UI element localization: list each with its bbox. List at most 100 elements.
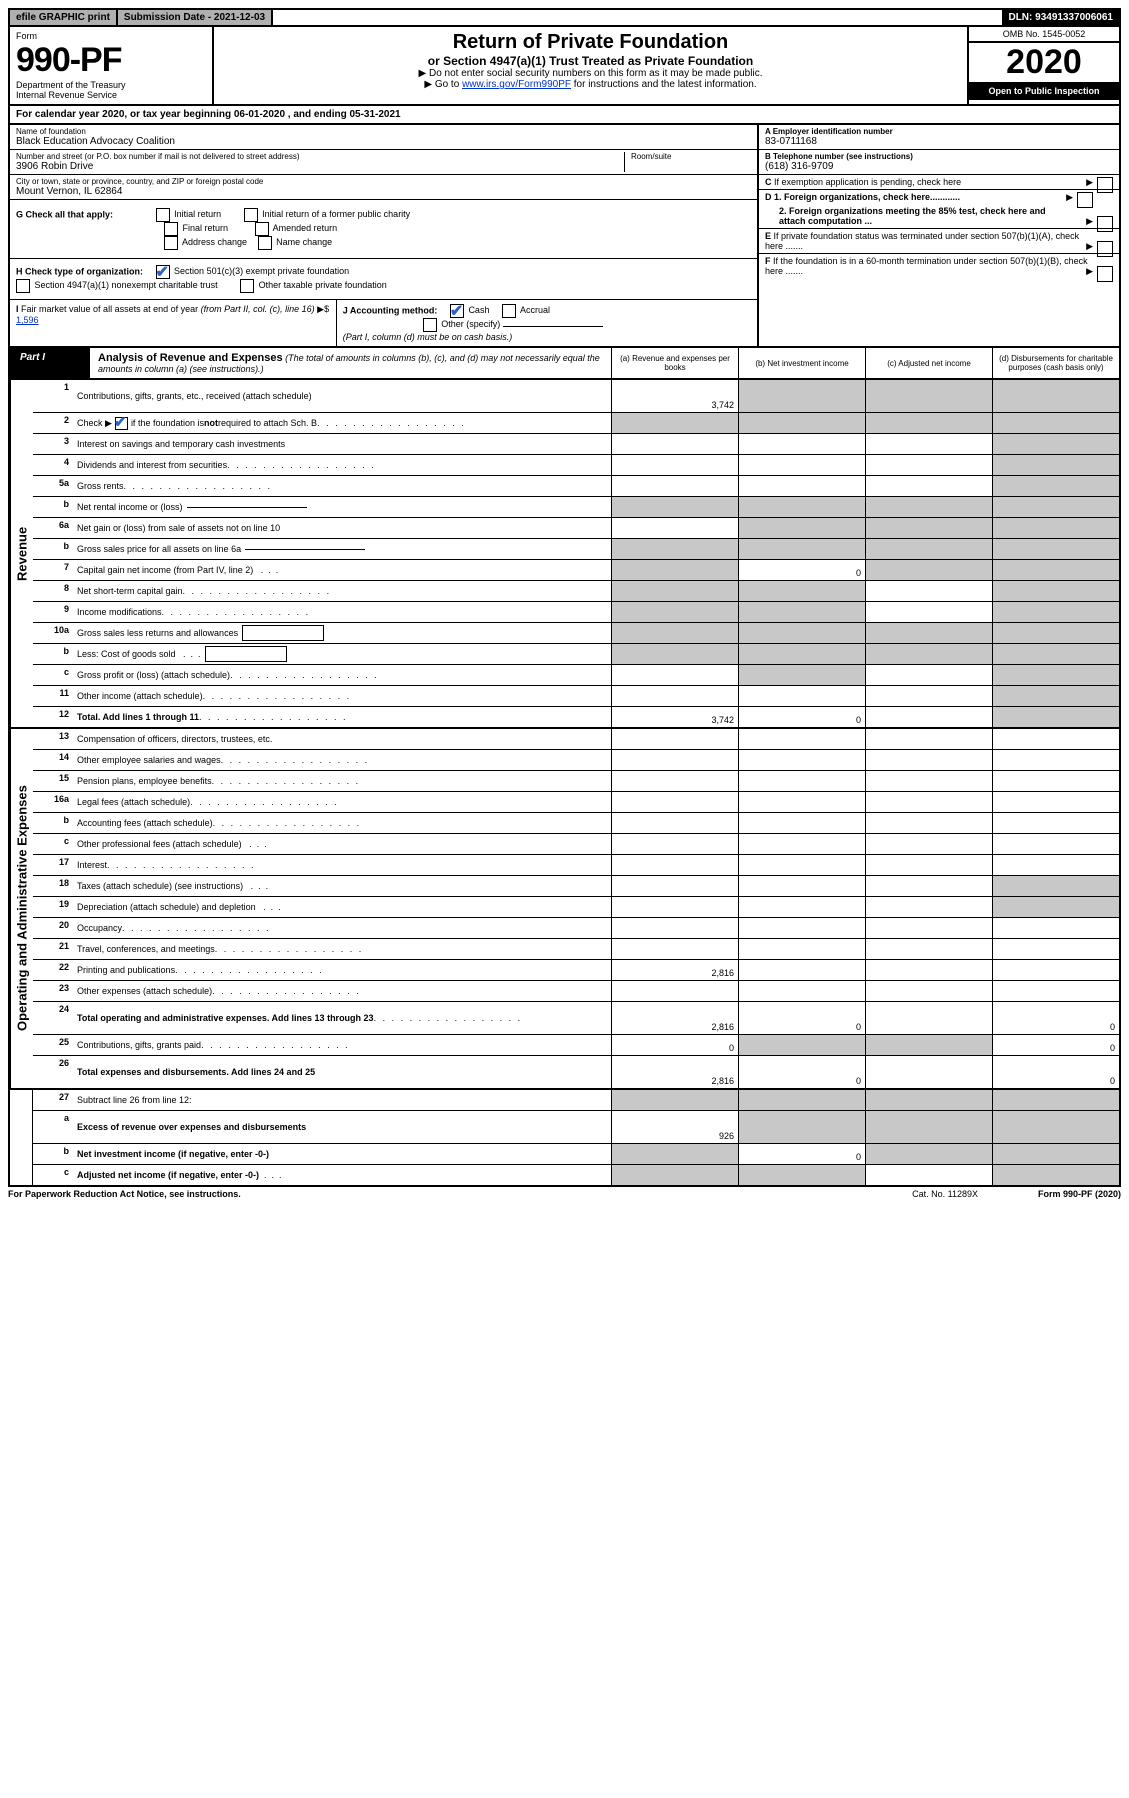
line-desc: Interest on savings and temporary cash i… — [73, 434, 611, 454]
expenses-side-label: Operating and Administrative Expenses — [10, 729, 33, 1088]
value-cell — [992, 939, 1119, 959]
checkbox-4947a1[interactable] — [16, 279, 30, 293]
value-cell — [992, 434, 1119, 454]
foundation-name-cell: Name of foundation Black Education Advoc… — [10, 125, 757, 150]
value-cell — [865, 455, 992, 475]
part1-header: Part I Analysis of Revenue and Expenses … — [8, 348, 1121, 380]
line-number: 1 — [33, 380, 73, 412]
value-cell — [992, 813, 1119, 833]
line-desc: Pension plans, employee benefits — [73, 771, 611, 791]
value-cell — [992, 380, 1119, 412]
value-cell — [865, 560, 992, 580]
checkbox-501c3[interactable] — [156, 265, 170, 279]
irs-link[interactable]: www.irs.gov/Form990PF — [462, 79, 571, 90]
table-row: 5aGross rents — [33, 476, 1119, 497]
table-row: 11Other income (attach schedule) — [33, 686, 1119, 707]
value-cell — [865, 581, 992, 601]
value-cell: 3,742 — [611, 707, 738, 727]
value-cell — [738, 750, 865, 770]
note-link: ▶ Go to www.irs.gov/Form990PF for instru… — [222, 79, 959, 90]
table-row: bAccounting fees (attach schedule) — [33, 813, 1119, 834]
value-cell — [865, 1035, 992, 1055]
value-cell — [738, 876, 865, 896]
checkbox-other-taxable[interactable] — [240, 279, 254, 293]
line-desc: Accounting fees (attach schedule) — [73, 813, 611, 833]
table-row: 21Travel, conferences, and meetings — [33, 939, 1119, 960]
checkbox-final-return[interactable] — [164, 222, 178, 236]
value-cell: 926 — [611, 1111, 738, 1143]
value-cell — [865, 602, 992, 622]
checkbox-cash[interactable] — [450, 304, 464, 318]
value-cell — [611, 497, 738, 517]
value-cell: 0 — [738, 1144, 865, 1164]
info-grid: Name of foundation Black Education Advoc… — [8, 125, 1121, 348]
line-desc: Interest — [73, 855, 611, 875]
value-cell — [865, 518, 992, 538]
checkbox-initial-former[interactable] — [244, 208, 258, 222]
value-cell — [611, 792, 738, 812]
form-subtitle: or Section 4947(a)(1) Trust Treated as P… — [222, 54, 959, 68]
value-cell: 0 — [738, 1002, 865, 1034]
value-cell — [865, 876, 992, 896]
fmv-value: 1,596 — [16, 315, 39, 325]
checkbox-schb[interactable] — [115, 417, 128, 430]
info-left: Name of foundation Black Education Advoc… — [10, 125, 757, 346]
value-cell — [992, 792, 1119, 812]
value-cell — [611, 686, 738, 706]
checkbox-accrual[interactable] — [502, 304, 516, 318]
line-number: 3 — [33, 434, 73, 454]
line-number: 7 — [33, 560, 73, 580]
value-cell — [738, 1165, 865, 1185]
value-cell: 0 — [738, 1056, 865, 1088]
value-cell — [611, 518, 738, 538]
value-cell — [992, 834, 1119, 854]
ein-cell: A Employer identification number 83-0711… — [759, 125, 1119, 150]
line-desc: Less: Cost of goods sold . . . — [73, 644, 611, 664]
value-cell — [992, 855, 1119, 875]
form-word: Form — [16, 31, 206, 41]
table-row: 1Contributions, gifts, grants, etc., rec… — [33, 380, 1119, 413]
value-cell — [992, 518, 1119, 538]
checkbox-address-change[interactable] — [164, 236, 178, 250]
line-number: 11 — [33, 686, 73, 706]
value-cell — [738, 539, 865, 559]
value-cell — [865, 1002, 992, 1034]
cat-no: Cat. No. 11289X — [912, 1189, 978, 1199]
line-desc: Subtract line 26 from line 12: — [73, 1090, 611, 1110]
checkbox-amended[interactable] — [255, 222, 269, 236]
value-cell — [611, 918, 738, 938]
value-cell — [738, 981, 865, 1001]
line-number: 10a — [33, 623, 73, 643]
value-cell — [865, 413, 992, 433]
value-cell: 2,816 — [611, 1056, 738, 1088]
address-cell: Number and street (or P.O. box number if… — [10, 150, 757, 175]
checkbox-d1[interactable] — [1077, 192, 1093, 208]
line-desc: Gross sales price for all assets on line… — [73, 539, 611, 559]
table-row: 3Interest on savings and temporary cash … — [33, 434, 1119, 455]
checkbox-initial-return[interactable] — [156, 208, 170, 222]
table-row: 10aGross sales less returns and allowanc… — [33, 623, 1119, 644]
g-check-cell: G Check all that apply: Initial return I… — [10, 200, 757, 259]
revenue-side-label: Revenue — [10, 380, 33, 727]
value-cell — [992, 497, 1119, 517]
col-d-head: (d) Disbursements for charitable purpose… — [992, 348, 1119, 378]
line-number: 20 — [33, 918, 73, 938]
form-ref: Form 990-PF (2020) — [1038, 1189, 1121, 1199]
form-number: 990-PF — [16, 41, 206, 80]
irs-label: Internal Revenue Service — [16, 90, 206, 100]
line-desc: Other expenses (attach schedule) — [73, 981, 611, 1001]
omb-number: OMB No. 1545-0052 — [969, 27, 1119, 43]
checkbox-name-change[interactable] — [258, 236, 272, 250]
value-cell — [992, 686, 1119, 706]
line-number: 8 — [33, 581, 73, 601]
value-cell — [992, 750, 1119, 770]
value-cell — [865, 1165, 992, 1185]
checkbox-other-method[interactable] — [423, 318, 437, 332]
value-cell — [738, 834, 865, 854]
value-cell — [865, 813, 992, 833]
line-number: 14 — [33, 750, 73, 770]
checkbox-f[interactable] — [1097, 266, 1113, 282]
table-row: 7Capital gain net income (from Part IV, … — [33, 560, 1119, 581]
d-cell: D 1. Foreign organizations, check here..… — [759, 190, 1119, 229]
value-cell — [611, 602, 738, 622]
